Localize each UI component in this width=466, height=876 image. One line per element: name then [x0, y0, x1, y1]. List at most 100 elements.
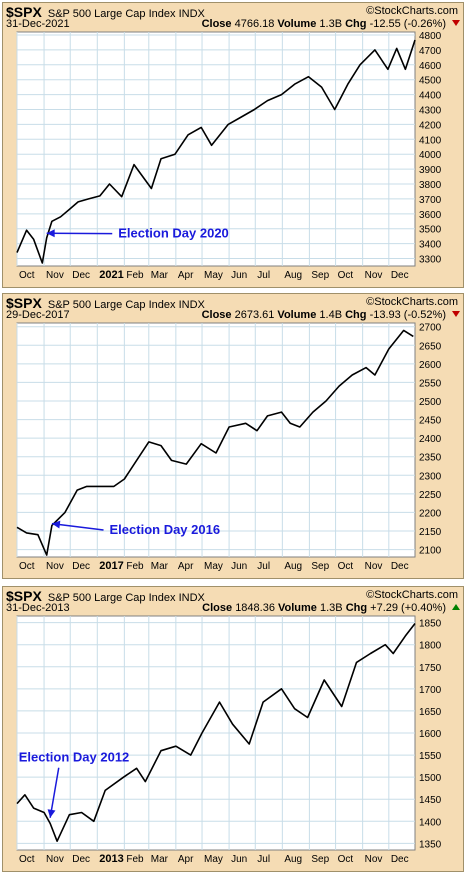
x-tick-label: Oct: [19, 561, 35, 572]
y-tick-label: 4100: [419, 135, 442, 146]
y-tick-label: 2150: [419, 527, 442, 538]
y-axis: 3300 3400 3500 3600 3700 3800 3900 4000 4100 4200…: [17, 31, 442, 266]
y-tick-label: 3900: [419, 165, 442, 176]
election-day-annotation: Election Day 2012: [19, 750, 129, 818]
x-tick-label: Sep: [311, 854, 329, 865]
symbol-label: $SPX: [6, 588, 42, 604]
volume-value: 1.3B: [319, 18, 343, 30]
x-tick-label: May: [204, 854, 223, 865]
volume-value: 1.3B: [320, 602, 343, 614]
annotation-label: Election Day 2020: [118, 226, 229, 241]
watermark: ©StockCharts.com: [366, 296, 458, 308]
last-date: 31-Dec-2021: [6, 18, 70, 30]
y-tick-label: 2500: [419, 397, 442, 408]
y-tick-label: 4700: [419, 46, 442, 57]
x-tick-label: Apr: [178, 561, 194, 572]
x-tick-label: Apr: [178, 854, 194, 865]
y-tick-label: 2100: [419, 546, 442, 557]
price-line: [16, 623, 416, 842]
chart-header-line2: 31-Dec-2013 Close 1848.36 Volume 1.3B Ch…: [6, 602, 460, 615]
x-tick-label: Feb: [126, 561, 144, 572]
up-triangle-icon: [452, 604, 460, 610]
y-tick-label: 1400: [419, 817, 442, 828]
arrow-head-icon: [47, 809, 56, 818]
y-tick-label: 3300: [419, 255, 442, 266]
y-tick-label: 1800: [419, 641, 442, 652]
symbol-label: $SPX: [6, 295, 42, 311]
x-tick-label: Aug: [284, 854, 302, 865]
price-chart-2017: 2100 2150 2200 2250 2300 2350 2400 2450 2500 2550…: [16, 322, 442, 572]
x-tick-label: Mar: [151, 561, 169, 572]
y-tick-label: 2550: [419, 378, 442, 389]
x-tick-label: Nov: [365, 854, 383, 865]
y-tick-label: 1600: [419, 729, 442, 740]
y-tick-label: 2300: [419, 471, 442, 482]
x-tick-label: Jul: [257, 270, 270, 281]
close-label: Close: [202, 602, 233, 614]
y-tick-label: 4300: [419, 106, 442, 117]
y-tick-label: 1550: [419, 751, 442, 762]
plot-area: [16, 322, 416, 558]
volume-label: Volume: [278, 602, 317, 614]
annotation-arrow: [51, 522, 104, 531]
x-tick-label: Dec: [391, 270, 409, 281]
annotation-arrow: [49, 767, 60, 818]
close-value: 4766.18: [234, 18, 275, 30]
x-tick-label: Oct: [338, 270, 354, 281]
volume-label: Volume: [277, 309, 317, 321]
last-date: 29-Dec-2017: [6, 309, 70, 321]
x-tick-label: Dec: [391, 854, 409, 865]
chg-value: +7.29 (+0.40%): [370, 602, 446, 614]
arrow-head-icon: [51, 520, 61, 529]
chg-label: Chg: [345, 309, 367, 321]
chart-panel-2013: $SPX S&P 500 Large Cap Index INDX ©Stock…: [2, 586, 464, 872]
x-tick-label: Nov: [46, 270, 64, 281]
down-triangle-icon: [452, 20, 460, 26]
x-tick-label: 2013: [99, 853, 123, 865]
y-tick-label: 3500: [419, 225, 442, 236]
x-tick-label: Mar: [151, 854, 169, 865]
y-tick-label: 4600: [419, 61, 442, 72]
x-tick-label: Dec: [72, 270, 90, 281]
annotation-label: Election Day 2016: [110, 522, 221, 537]
index-name: S&P 500 Large Cap Index: [47, 299, 176, 311]
x-tick-label: 2021: [99, 269, 123, 281]
symbol-label: $SPX: [6, 4, 42, 20]
volume-value: 1.4B: [319, 309, 343, 321]
index-name: S&P 500 Large Cap Index: [47, 592, 176, 604]
y-tick-label: 4500: [419, 76, 442, 87]
volume-label: Volume: [277, 18, 317, 30]
x-tick-label: Sep: [311, 561, 329, 572]
close-value: 2673.61: [234, 309, 275, 321]
y-tick-label: 2250: [419, 490, 442, 501]
exchange-label: INDX: [178, 592, 205, 604]
y-tick-label: 2400: [419, 434, 442, 445]
chart-header-line1: $SPX S&P 500 Large Cap Index INDX ©Stock…: [6, 4, 460, 20]
down-triangle-icon: [452, 311, 460, 317]
x-tick-label: Nov: [46, 854, 64, 865]
close-label: Close: [201, 309, 232, 321]
x-tick-label: Dec: [72, 854, 90, 865]
y-tick-label: 4800: [419, 31, 442, 42]
y-tick-label: 2450: [419, 416, 442, 427]
x-tick-label: Dec: [72, 561, 90, 572]
chart-header-line1: $SPX S&P 500 Large Cap Index INDX ©Stock…: [6, 588, 460, 604]
x-tick-label: Nov: [365, 561, 383, 572]
x-tick-label: Nov: [365, 270, 383, 281]
y-tick-label: 4400: [419, 91, 442, 102]
x-tick-label: 2017: [99, 560, 123, 572]
x-axis: Oct Nov Dec 2021 Feb Mar Apr May Jun Jul Aug Sep Oct…: [16, 32, 409, 281]
y-tick-label: 1750: [419, 663, 442, 674]
y-tick-label: 3600: [419, 210, 442, 221]
y-tick-label: 1700: [419, 685, 442, 696]
x-tick-label: Oct: [338, 561, 354, 572]
chg-label: Chg: [345, 602, 368, 614]
index-name: S&P 500 Large Cap Index: [47, 8, 176, 20]
y-tick-label: 4000: [419, 150, 442, 161]
close-value: 1848.36: [235, 602, 275, 614]
x-tick-label: Jul: [257, 854, 270, 865]
arrow-head-icon: [46, 229, 55, 238]
price-chart-2013: 1350 1400 1450 1500 1550 1600 1650 1700 1750 1800…: [16, 615, 442, 865]
exchange-label: INDX: [178, 8, 205, 20]
chg-label: Chg: [345, 18, 367, 30]
